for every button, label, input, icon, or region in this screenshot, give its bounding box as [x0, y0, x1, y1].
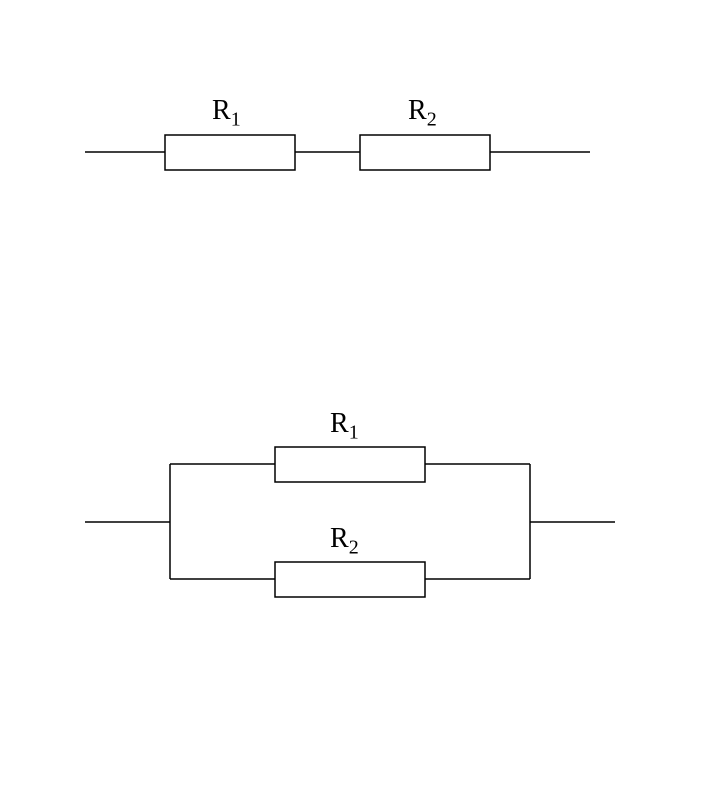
label-parallel-r2: R2	[330, 523, 359, 560]
label-base: R	[408, 95, 427, 126]
label-series-r1: R1	[212, 95, 241, 132]
label-base: R	[330, 523, 349, 554]
parallel-circuit	[0, 0, 701, 799]
label-base: R	[330, 408, 349, 439]
resistor-r1	[275, 447, 425, 482]
resistor-r2	[275, 562, 425, 597]
label-sub: 2	[427, 109, 437, 131]
label-parallel-r1: R1	[330, 408, 359, 445]
label-base: R	[212, 95, 231, 126]
label-sub: 2	[349, 537, 359, 559]
label-sub: 1	[349, 422, 359, 444]
label-series-r2: R2	[408, 95, 437, 132]
label-sub: 1	[231, 109, 241, 131]
